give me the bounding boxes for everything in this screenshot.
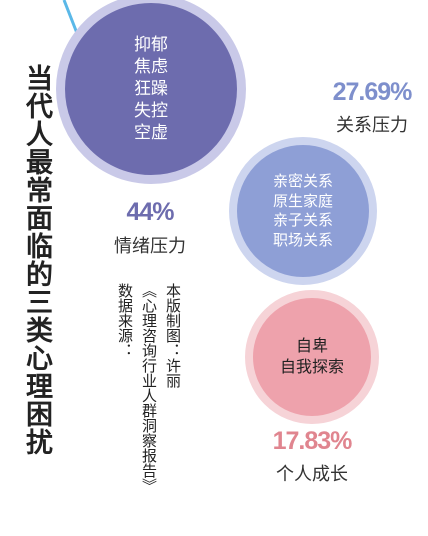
relationship-pressure-bubble: 亲密关系 原生家庭 亲子关系 职场关系 <box>229 137 377 285</box>
personal-growth-bubble: 自卑 自我探索 <box>245 290 379 424</box>
personal-growth-label: 个人成长 <box>276 464 348 485</box>
page-title: 当代人最常面临的三类心理困扰 <box>21 64 52 456</box>
growth-item: 自我探索 <box>279 357 344 376</box>
emotion-pressure-items: 抑郁 焦虑 狂躁 失控 空虚 <box>134 34 168 144</box>
relationship-item: 亲子关系 <box>272 211 333 229</box>
emotion-pressure-bubble: 抑郁 焦虑 狂躁 失控 空虚 <box>56 0 246 184</box>
emotion-pressure-percent: 44% <box>126 198 174 226</box>
relationship-pressure-label: 关系压力 <box>336 115 408 136</box>
personal-growth-percent: 17.83% <box>272 427 353 455</box>
emotion-item: 空虚 <box>134 123 168 144</box>
emotion-item: 狂躁 <box>134 78 168 99</box>
emotion-item: 失控 <box>134 101 168 122</box>
relationship-item: 原生家庭 <box>272 191 333 210</box>
relationship-pressure-items: 亲密关系 原生家庭 亲子关系 职场关系 <box>273 172 333 250</box>
relationship-pressure-percent: 27.69% <box>332 78 413 106</box>
credit-source-text: 《心理咨询行业人群洞察报告》 <box>140 283 158 493</box>
credit-author: 本版制图：许丽 <box>164 283 182 388</box>
growth-item: 自卑 <box>295 336 328 356</box>
emotion-pressure-label: 情绪压力 <box>114 236 186 257</box>
emotion-item: 抑郁 <box>134 34 168 55</box>
relationship-item: 职场关系 <box>272 230 333 249</box>
relationship-item: 亲密关系 <box>272 172 333 190</box>
personal-growth-items: 自卑 自我探索 <box>280 336 344 378</box>
emotion-item: 焦虑 <box>134 56 168 77</box>
credit-source-label: 数据来源： <box>116 283 134 358</box>
